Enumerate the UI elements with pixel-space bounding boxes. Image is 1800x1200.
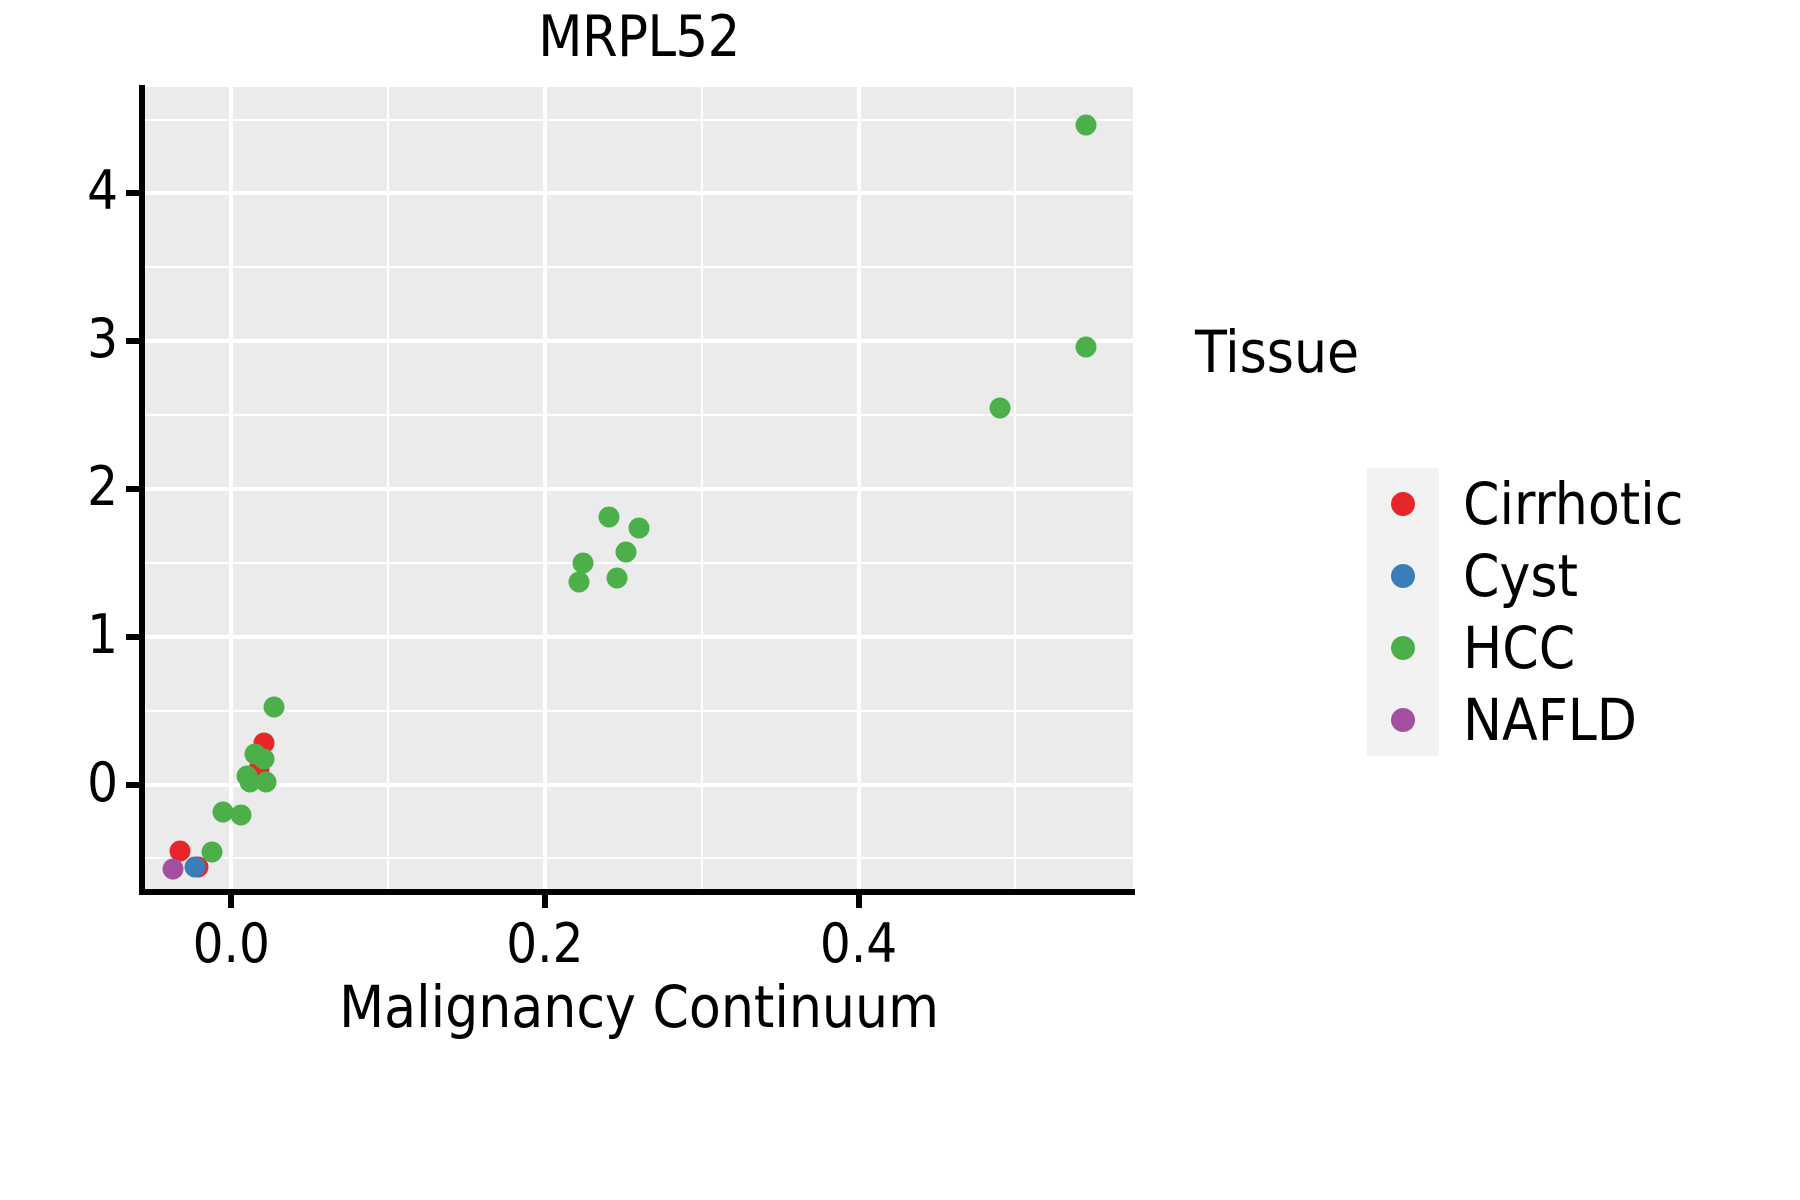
plot-panel bbox=[145, 87, 1133, 891]
gridline-major-horizontal bbox=[145, 487, 1133, 491]
y-axis-tick bbox=[126, 781, 139, 788]
data-point bbox=[230, 804, 252, 826]
data-point bbox=[212, 801, 234, 823]
legend-item-label: Cyst bbox=[1463, 542, 1578, 610]
data-point bbox=[263, 696, 285, 718]
data-point bbox=[162, 858, 184, 880]
legend-item-cyst[interactable]: Cyst bbox=[1367, 540, 1578, 612]
y-axis-line bbox=[139, 85, 145, 895]
data-point bbox=[989, 397, 1011, 419]
legend-marker-icon bbox=[1391, 636, 1415, 660]
data-point bbox=[1075, 114, 1097, 136]
data-point bbox=[255, 771, 277, 793]
gridline-minor-horizontal bbox=[145, 561, 1133, 564]
gridline-minor-horizontal bbox=[145, 266, 1133, 269]
y-axis-tick-label: 0 bbox=[87, 750, 118, 814]
data-point bbox=[572, 552, 594, 574]
y-axis-tick-label: 4 bbox=[87, 159, 118, 223]
legend-marker-icon bbox=[1391, 492, 1415, 516]
data-point bbox=[201, 841, 223, 863]
data-point bbox=[184, 856, 206, 878]
x-axis-line bbox=[139, 889, 1135, 895]
page-title: MRPL52 bbox=[538, 4, 740, 70]
x-axis-tick bbox=[541, 895, 548, 908]
x-axis-tick-label: 0.0 bbox=[192, 912, 270, 975]
y-axis-tick-label: 1 bbox=[87, 602, 118, 666]
legend-item-label: Cirrhotic bbox=[1463, 470, 1684, 538]
gridline-minor-horizontal bbox=[145, 857, 1133, 860]
legend-key-list: Cirrhotic Cyst HCC NAFLD bbox=[1367, 468, 1683, 756]
y-axis-tick bbox=[126, 633, 139, 640]
x-axis-tick-label: 0.4 bbox=[819, 912, 898, 975]
gridline-minor-horizontal bbox=[145, 118, 1133, 121]
data-point bbox=[628, 517, 650, 539]
x-axis-tick-label: 0.2 bbox=[506, 912, 584, 975]
data-point bbox=[568, 571, 590, 593]
y-axis-tick bbox=[126, 190, 139, 197]
legend-marker-icon bbox=[1391, 564, 1415, 588]
legend-item-label: NAFLD bbox=[1463, 686, 1637, 754]
legend-item-label: HCC bbox=[1463, 614, 1576, 682]
data-point bbox=[598, 506, 620, 528]
gridline-minor-horizontal bbox=[145, 414, 1133, 417]
y-axis-tick-label: 3 bbox=[87, 307, 118, 371]
y-axis-tick bbox=[126, 338, 139, 345]
gridline-major-horizontal bbox=[145, 339, 1133, 344]
legend-item-cirrhotic[interactable]: Cirrhotic bbox=[1367, 468, 1683, 540]
legend-title: Tissue bbox=[1195, 318, 1360, 386]
x-axis-title: Malignancy Continuum bbox=[339, 973, 939, 1041]
gridline-major-horizontal bbox=[145, 634, 1133, 639]
data-point bbox=[1075, 336, 1097, 358]
data-point bbox=[606, 567, 628, 589]
data-point bbox=[236, 765, 258, 787]
y-axis-tick-label: 2 bbox=[87, 455, 118, 518]
data-point bbox=[615, 541, 637, 563]
data-point bbox=[253, 748, 275, 770]
data-point bbox=[169, 840, 190, 862]
legend-item-nafld[interactable]: NAFLD bbox=[1367, 684, 1637, 756]
x-axis-tick bbox=[855, 895, 862, 908]
x-axis-tick bbox=[228, 895, 235, 908]
gridline-major-horizontal bbox=[145, 191, 1133, 196]
y-axis-tick bbox=[126, 486, 139, 492]
gridline-major-horizontal bbox=[145, 782, 1133, 787]
gridline-minor-horizontal bbox=[145, 709, 1133, 712]
legend-marker-icon bbox=[1391, 708, 1415, 732]
legend-item-hcc[interactable]: HCC bbox=[1367, 612, 1575, 684]
